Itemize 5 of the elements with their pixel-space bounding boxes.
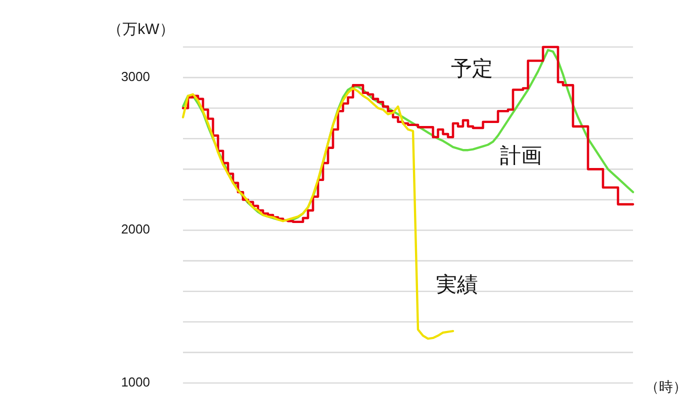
xlabel: （時）	[645, 378, 687, 395]
ylabel: （万kW）	[108, 20, 174, 38]
ytick-label: 3000	[121, 68, 150, 84]
ytick-label: 2000	[121, 222, 150, 237]
ytick-label: 1000	[121, 374, 150, 390]
